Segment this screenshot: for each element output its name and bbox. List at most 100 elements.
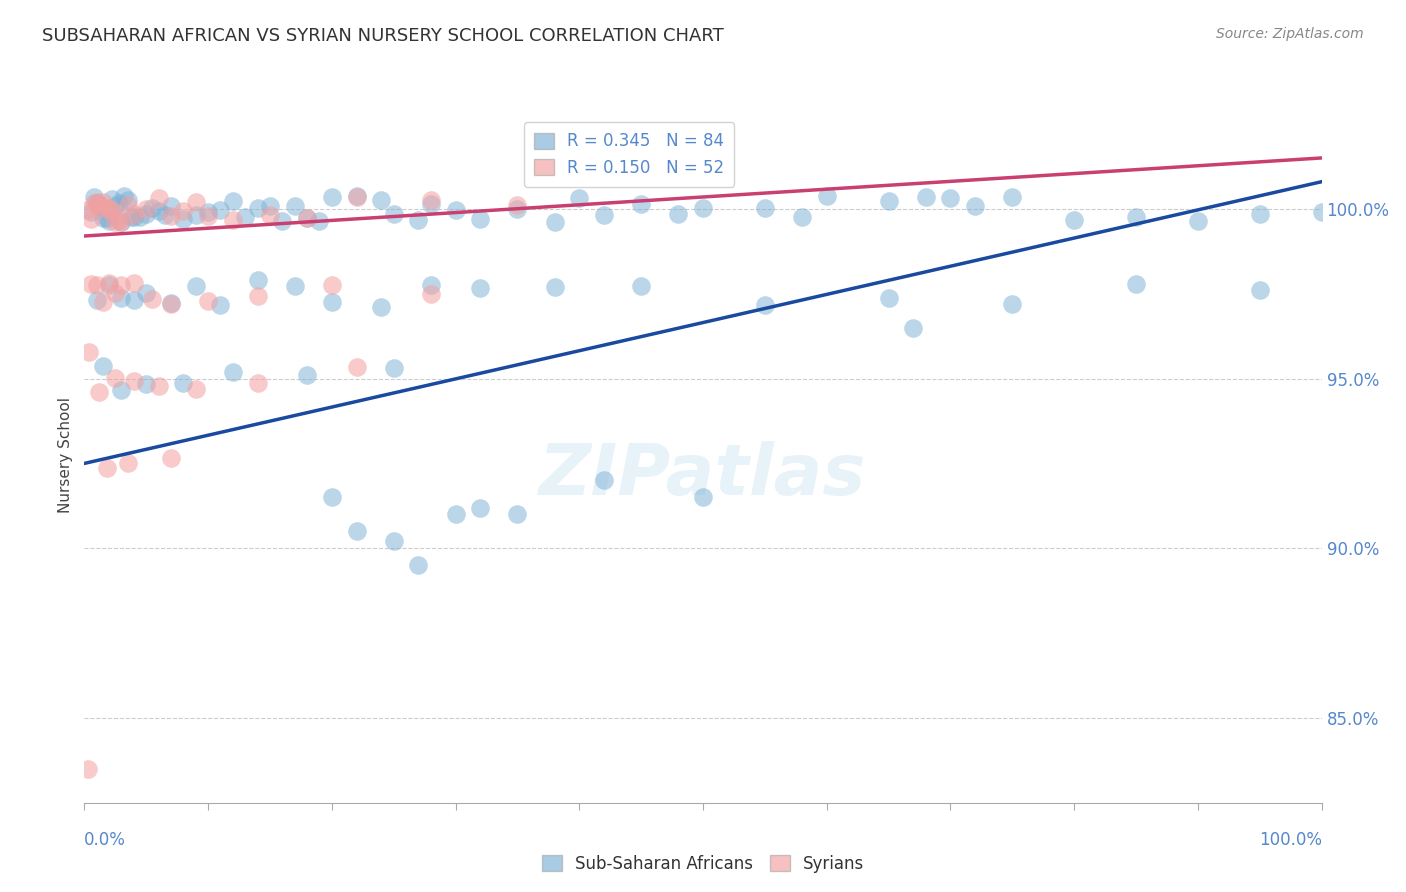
Point (160, 296, 183, 310)
Point (543, 280, 565, 294)
Point (108, 196, 131, 211)
Point (295, 211, 318, 225)
Point (630, 197, 652, 211)
Point (692, 491, 714, 505)
Point (135, 285, 157, 300)
Point (122, 374, 145, 388)
Point (120, 210, 142, 224)
Point (209, 298, 232, 312)
Point (110, 214, 132, 228)
Point (86, 278, 108, 293)
Point (321, 491, 343, 505)
Point (1249, 206, 1271, 220)
Point (98, 277, 121, 292)
Point (117, 456, 139, 470)
Point (141, 292, 163, 306)
Point (246, 273, 269, 287)
Point (965, 199, 987, 213)
Point (153, 208, 176, 222)
Point (470, 500, 492, 515)
Legend: R = 0.345   N = 84, R = 0.150   N = 52: R = 0.345 N = 84, R = 0.150 N = 52 (523, 122, 734, 186)
Point (160, 199, 183, 213)
Point (86, 195, 108, 210)
Point (83, 196, 105, 211)
Point (184, 382, 207, 396)
Point (79, 205, 101, 219)
Point (506, 198, 529, 212)
Point (184, 207, 207, 221)
Point (692, 202, 714, 216)
Point (233, 210, 256, 224)
Point (148, 191, 170, 205)
Point (1001, 297, 1024, 311)
Point (122, 211, 145, 225)
Point (470, 212, 492, 227)
Point (96, 461, 118, 475)
Point (122, 276, 145, 290)
Point (815, 189, 838, 203)
Point (100, 192, 122, 206)
Point (1001, 190, 1024, 204)
Point (77, 202, 100, 217)
Point (197, 294, 219, 309)
Point (91, 295, 114, 310)
Y-axis label: Nursery School: Nursery School (58, 397, 73, 513)
Point (1125, 210, 1147, 224)
Point (903, 320, 925, 334)
Text: Source: ZipAtlas.com: Source: ZipAtlas.com (1216, 27, 1364, 41)
Point (1125, 277, 1147, 291)
Point (184, 194, 207, 209)
Point (108, 212, 131, 227)
Point (593, 474, 616, 488)
Legend: Sub-Saharan Africans, Syrians: Sub-Saharan Africans, Syrians (536, 848, 870, 880)
Point (122, 207, 145, 221)
Point (209, 202, 232, 217)
Text: 0.0%: 0.0% (84, 830, 127, 848)
Point (877, 194, 900, 209)
Point (506, 508, 529, 522)
Point (346, 190, 368, 204)
Text: SUBSAHARAN AFRICAN VS SYRIAN NURSERY SCHOOL CORRELATION CHART: SUBSAHARAN AFRICAN VS SYRIAN NURSERY SCH… (42, 27, 724, 45)
Point (754, 201, 776, 215)
Point (382, 534, 405, 549)
Point (754, 298, 776, 312)
Point (110, 215, 132, 229)
Point (91, 359, 114, 374)
Point (104, 215, 127, 229)
Point (346, 189, 368, 203)
Point (117, 198, 139, 212)
Point (370, 300, 392, 314)
Point (382, 207, 405, 221)
Point (86, 194, 108, 209)
Point (79, 212, 101, 227)
Point (419, 286, 441, 301)
Point (98, 276, 121, 290)
Point (222, 194, 245, 208)
Text: ZIPatlas: ZIPatlas (540, 442, 866, 510)
Point (141, 201, 163, 215)
Point (184, 278, 207, 293)
Point (89, 384, 111, 399)
Point (543, 214, 565, 228)
Point (172, 204, 194, 219)
Point (110, 278, 132, 293)
Point (91, 194, 114, 209)
Point (89, 200, 111, 214)
Point (197, 205, 219, 219)
Point (444, 508, 467, 522)
Point (104, 371, 127, 385)
Point (86, 293, 108, 307)
Point (172, 211, 194, 226)
Point (259, 208, 281, 222)
Point (98, 214, 121, 228)
Point (117, 193, 139, 207)
Point (408, 558, 430, 573)
Point (1249, 284, 1271, 298)
Point (79, 277, 101, 291)
Point (382, 361, 405, 376)
Point (321, 294, 343, 309)
Point (148, 379, 170, 393)
Point (110, 384, 132, 398)
Point (666, 207, 689, 221)
Point (160, 450, 183, 465)
